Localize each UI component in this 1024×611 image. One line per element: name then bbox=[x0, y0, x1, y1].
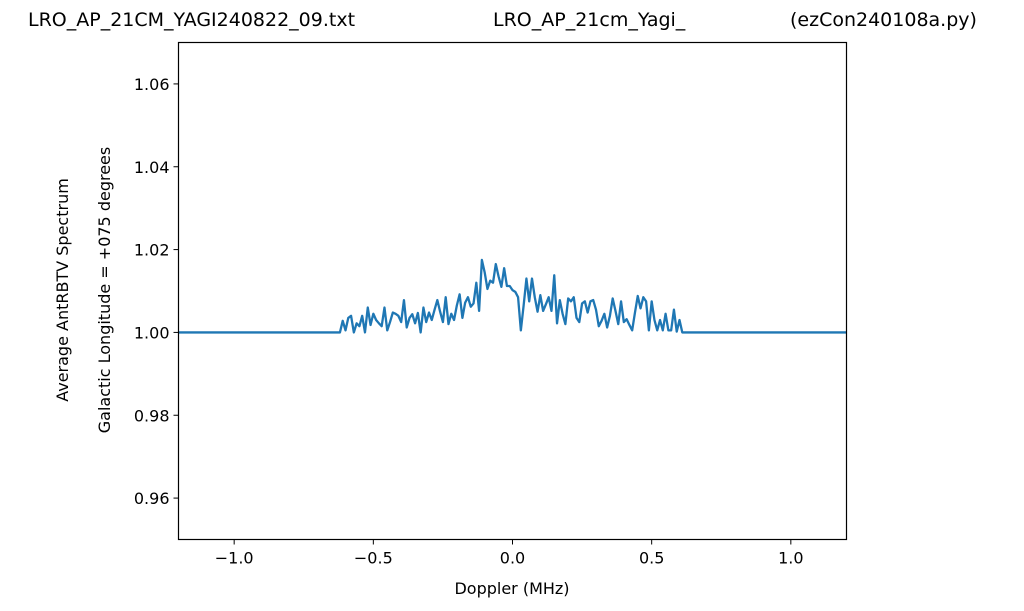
y-tick-label: 1.04 bbox=[134, 158, 170, 177]
spectrum-line bbox=[178, 258, 847, 334]
y-tick-label: 0.98 bbox=[134, 406, 170, 425]
x-axis-label: Doppler (MHz) bbox=[454, 579, 569, 598]
y-axis-label-line1: Average AntRBTV Spectrum bbox=[53, 178, 72, 402]
file-name-title: LRO_AP_21CM_YAGI240822_09.txt bbox=[28, 9, 356, 31]
x-tick-label: 0.0 bbox=[500, 549, 525, 568]
station-title: LRO_AP_21cm_Yagi_ bbox=[493, 9, 686, 31]
x-tick-label: 0.5 bbox=[639, 549, 664, 568]
x-tick-label: −0.5 bbox=[354, 549, 393, 568]
y-axis-label-line2: Galactic Longitude = +075 degrees bbox=[95, 147, 114, 433]
y-tick-label: 1.00 bbox=[134, 323, 170, 342]
y-tick-label: 1.02 bbox=[134, 241, 170, 260]
y-tick-label: 0.96 bbox=[134, 489, 170, 508]
program-title: (ezCon240108a.py) bbox=[790, 9, 977, 31]
x-tick-label: 1.0 bbox=[778, 549, 803, 568]
x-tick-label: −1.0 bbox=[215, 549, 254, 568]
y-tick-label: 1.06 bbox=[134, 75, 170, 94]
